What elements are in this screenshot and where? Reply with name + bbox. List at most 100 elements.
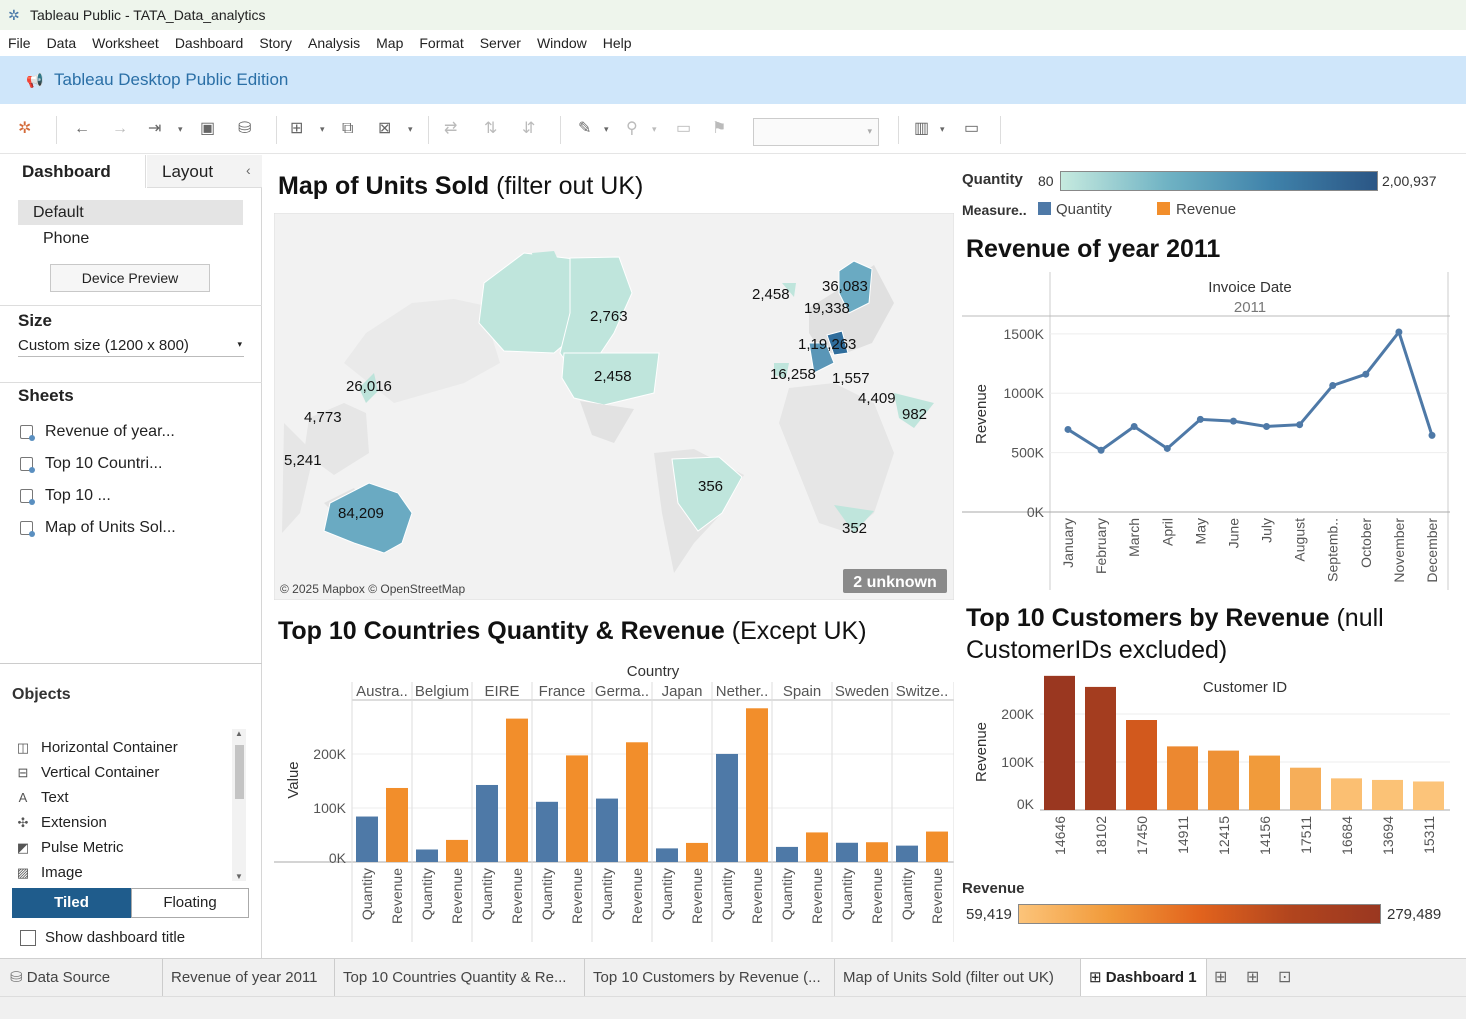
scroll-up-icon[interactable]: ▲ bbox=[235, 729, 243, 738]
customer-bar[interactable] bbox=[1085, 686, 1116, 810]
menu-map[interactable]: Map bbox=[376, 35, 404, 51]
bar-revenue[interactable] bbox=[386, 787, 408, 862]
label-icon[interactable]: ▭ bbox=[676, 120, 692, 137]
customer-bar[interactable] bbox=[1208, 750, 1239, 810]
bar-revenue[interactable] bbox=[506, 718, 528, 862]
line-point[interactable] bbox=[1130, 422, 1138, 430]
bar-revenue[interactable] bbox=[866, 842, 888, 862]
object-vertical-container[interactable]: ⊟ Vertical Container bbox=[16, 764, 160, 781]
tab-dashboard-1[interactable]: ⊞ Dashboard 1 bbox=[1081, 959, 1207, 996]
menu-story[interactable]: Story bbox=[259, 35, 292, 51]
save-icon[interactable]: ▣ bbox=[200, 120, 216, 137]
line-point[interactable] bbox=[1428, 431, 1436, 439]
menu-worksheet[interactable]: Worksheet bbox=[92, 35, 159, 51]
scroll-down-icon[interactable]: ▼ bbox=[235, 872, 243, 881]
sheet-item[interactable]: Top 10 ... bbox=[20, 487, 111, 505]
chevron-down-icon[interactable]: ▾ bbox=[408, 124, 413, 134]
line-point[interactable] bbox=[1097, 446, 1105, 454]
bar-revenue[interactable] bbox=[446, 839, 468, 862]
customer-bar[interactable] bbox=[1372, 779, 1403, 810]
menu-window[interactable]: Window bbox=[536, 35, 587, 51]
customers-bar-chart[interactable]: Customer ID Revenue 200K 100K 0K 14646 1810… bbox=[962, 672, 1450, 894]
tab-dashboard[interactable]: Dashboard bbox=[0, 155, 146, 188]
customer-bar[interactable] bbox=[1044, 675, 1075, 810]
bar-revenue[interactable] bbox=[926, 831, 948, 862]
new-dashboard-icon[interactable]: ⊞ bbox=[1246, 969, 1260, 986]
object-image[interactable]: ▨ Image bbox=[16, 864, 83, 881]
bar-revenue[interactable] bbox=[746, 708, 768, 862]
new-story-icon[interactable]: ⊡ bbox=[1278, 969, 1292, 986]
bar-quantity[interactable] bbox=[776, 846, 798, 862]
unknown-badge[interactable] bbox=[843, 569, 947, 593]
tab-top-countries[interactable]: Top 10 Countries Quantity & Re... bbox=[335, 959, 585, 996]
customer-bar[interactable] bbox=[1290, 767, 1321, 810]
tab-data-source[interactable]: ⛁ Data Source bbox=[0, 959, 163, 996]
chevron-down-icon[interactable]: ▾ bbox=[178, 124, 183, 134]
line-point[interactable] bbox=[1163, 444, 1171, 452]
swap-axes-icon[interactable]: ⇄ bbox=[444, 120, 458, 137]
sort-ascending-icon[interactable]: ⇅ bbox=[484, 120, 498, 137]
bar-quantity[interactable] bbox=[836, 842, 858, 862]
show-title-checkbox[interactable] bbox=[20, 930, 36, 946]
scrollbar-thumb[interactable] bbox=[235, 745, 244, 799]
line-point[interactable] bbox=[1296, 421, 1304, 429]
object-extension[interactable]: ✣ Extension bbox=[16, 814, 107, 831]
bar-revenue[interactable] bbox=[566, 755, 588, 862]
bar-revenue[interactable] bbox=[626, 742, 648, 862]
menu-dashboard[interactable]: Dashboard bbox=[174, 35, 244, 51]
object-text[interactable]: A Text bbox=[16, 789, 69, 806]
tab-top-customers[interactable]: Top 10 Customers by Revenue (... bbox=[585, 959, 835, 996]
object-pulse-metric[interactable]: ◩ Pulse Metric bbox=[16, 839, 124, 856]
tableau-home-icon[interactable]: ✲ bbox=[18, 120, 32, 137]
bar-quantity[interactable] bbox=[656, 848, 678, 862]
menu-server[interactable]: Server bbox=[479, 35, 521, 51]
device-phone[interactable]: Phone bbox=[43, 230, 90, 247]
duplicate-sheet-icon[interactable]: ⧉ bbox=[342, 120, 354, 137]
menu-data[interactable]: Data bbox=[46, 35, 77, 51]
replay-icon[interactable]: ⇥ bbox=[148, 120, 162, 137]
group-icon[interactable]: ⚲ bbox=[626, 120, 638, 137]
bar-quantity[interactable] bbox=[596, 798, 618, 862]
bar-quantity[interactable] bbox=[716, 753, 738, 862]
line-point[interactable] bbox=[1395, 328, 1403, 336]
sort-descending-icon[interactable]: ⇵ bbox=[522, 120, 536, 137]
sheet-item[interactable]: Map of Units Sol... bbox=[20, 519, 176, 537]
line-point[interactable] bbox=[1064, 425, 1072, 433]
size-dropdown[interactable]: Custom size (1200 x 800) ▾ bbox=[18, 337, 244, 357]
fit-dropdown[interactable]: ▾ bbox=[753, 118, 879, 146]
customer-bar[interactable] bbox=[1167, 746, 1198, 810]
bar-quantity[interactable] bbox=[356, 816, 378, 862]
tiled-button[interactable]: Tiled bbox=[12, 888, 131, 918]
undo-icon[interactable]: ← bbox=[74, 120, 90, 137]
highlight-icon[interactable]: ✎ bbox=[578, 120, 592, 137]
bar-quantity[interactable] bbox=[536, 801, 558, 862]
bar-quantity[interactable] bbox=[896, 845, 918, 862]
new-worksheet-icon[interactable]: ⊞ bbox=[1214, 969, 1228, 986]
objects-scrollbar[interactable]: ▲ ▼ bbox=[232, 729, 246, 881]
customer-bar[interactable] bbox=[1413, 781, 1444, 810]
revenue-line-chart[interactable]: Invoice Date 2011 Revenue 1500K 1000K 500K… bbox=[962, 272, 1450, 590]
bar-revenue[interactable] bbox=[686, 842, 708, 862]
tab-layout[interactable]: Layout bbox=[147, 155, 262, 188]
sheet-item[interactable]: Revenue of year... bbox=[20, 423, 175, 441]
tab-map[interactable]: Map of Units Sold (filter out UK) bbox=[835, 959, 1081, 996]
new-sheet-icon[interactable]: ⊞ bbox=[290, 120, 304, 137]
object-horizontal-container[interactable]: ◫ Horizontal Container bbox=[16, 739, 178, 756]
line-point[interactable] bbox=[1263, 422, 1271, 430]
tab-revenue-of-year[interactable]: Revenue of year 2011 bbox=[163, 959, 335, 996]
device-default[interactable]: Default bbox=[18, 200, 243, 225]
line-point[interactable] bbox=[1196, 415, 1204, 423]
floating-button[interactable]: Floating bbox=[131, 888, 249, 918]
pin-icon[interactable]: ⚑ bbox=[712, 120, 727, 137]
sheet-item[interactable]: Top 10 Countri... bbox=[20, 455, 162, 473]
line-point[interactable] bbox=[1362, 370, 1370, 378]
menu-file[interactable]: File bbox=[8, 35, 31, 51]
chevron-down-icon[interactable]: ▾ bbox=[652, 124, 657, 134]
bar-quantity[interactable] bbox=[476, 784, 498, 862]
chevron-down-icon[interactable]: ▾ bbox=[604, 124, 609, 134]
new-data-source-icon[interactable]: ⛁ bbox=[238, 120, 252, 137]
collapse-pane-icon[interactable]: ‹ bbox=[246, 162, 251, 178]
show-me-icon[interactable]: ▥ bbox=[914, 120, 930, 137]
line-point[interactable] bbox=[1229, 417, 1237, 425]
